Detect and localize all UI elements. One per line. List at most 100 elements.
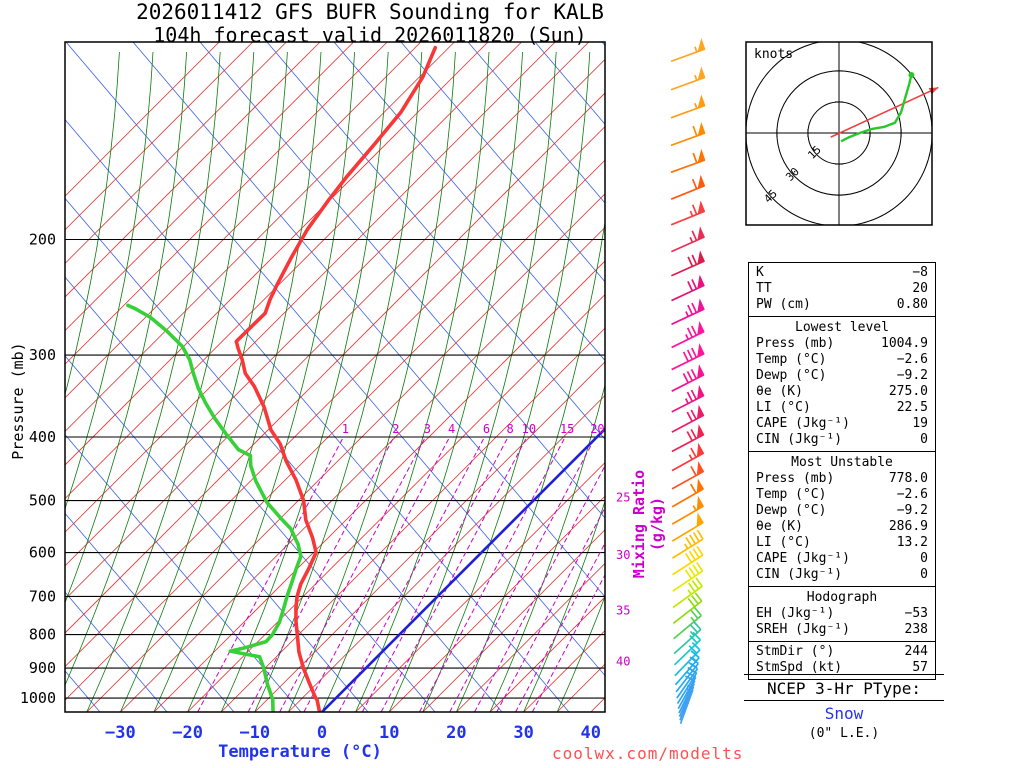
stat-row: Press (mb) 778.0	[756, 471, 928, 487]
stat-row: StmSpd (kt) 57	[756, 660, 928, 676]
pressure-tick-label: 800	[29, 626, 56, 644]
pressure-tick-label: 600	[29, 544, 56, 562]
wind-barb	[679, 689, 694, 725]
wind-barb	[672, 577, 703, 609]
stats-section: Most Unstable Press (mb) 778.0 Temp (°C) −2.…	[749, 451, 935, 586]
wind-barb	[670, 94, 706, 119]
moist-adiabat-line	[523, 499, 605, 712]
stat-value: −8	[912, 265, 928, 280]
pressure-tick-label: 400	[29, 428, 56, 446]
mixing-ratio-line	[531, 573, 605, 712]
plot-grid	[65, 42, 605, 712]
wind-barb	[671, 442, 705, 472]
stat-label: Temp (°C)	[756, 487, 827, 502]
dry-adiabat-line	[65, 42, 605, 677]
stats-section: K −8 TT 20 PW (cm) 0.80	[749, 263, 935, 316]
stat-value: 778.0	[888, 471, 928, 486]
stats-section: Hodograph EH (Jkg⁻¹) −53 SREH (Jkg⁻¹) 238	[749, 586, 935, 641]
moist-adiabat-line	[288, 51, 456, 712]
watermark: coolwx.com/modelts	[552, 744, 744, 763]
mixing-ratio-line	[338, 436, 485, 712]
stat-label: CIN (Jkg⁻¹)	[756, 567, 843, 582]
mixing-ratio-label: 15	[560, 422, 574, 436]
stats-section: StmDir (°) 244 StmSpd (kt) 57	[749, 641, 935, 679]
stat-value: −2.6	[896, 352, 928, 367]
storm-motion-vector	[830, 86, 939, 138]
wind-barb	[671, 343, 705, 371]
stat-value: 286.9	[888, 519, 928, 534]
mixing-ratio-label: 3	[424, 422, 431, 436]
stat-value: 13.2	[896, 535, 928, 550]
isotherm-line	[288, 394, 605, 712]
pressure-tick-label: 300	[29, 346, 56, 364]
isotherm-line	[65, 42, 388, 365]
stat-row: Dewp (°C) −9.2	[756, 503, 928, 519]
mixing-ratio-line	[449, 436, 596, 712]
stat-row: EH (Jkg⁻¹) −53	[756, 606, 928, 622]
temperature-tick-label: 30	[513, 723, 533, 743]
stat-row: LI (°C) 22.5	[756, 400, 928, 416]
wind-barb	[670, 66, 706, 91]
pressure-tick-label: 900	[29, 659, 56, 677]
wind-barb	[671, 529, 704, 559]
stat-label: K	[756, 265, 764, 280]
stat-value: −2.6	[896, 487, 928, 502]
wind-barb	[673, 606, 702, 640]
wind-barb	[670, 122, 706, 147]
moist-adiabat-line	[254, 51, 423, 712]
isotherm-line	[65, 126, 605, 668]
stat-label: LI (°C)	[756, 400, 811, 415]
plot-border	[64, 41, 606, 713]
stat-row: PW (cm) 0.80	[756, 297, 928, 313]
chart-subtitle: 104h forecast valid 2026011820 (Sun)	[153, 23, 587, 47]
mixing-ratio-right-label: 30	[616, 548, 630, 562]
moist-adiabat-line	[422, 51, 591, 712]
isotherm-line	[65, 42, 455, 432]
stat-label: TT	[756, 281, 772, 296]
dry-adiabat-line	[333, 42, 605, 362]
hodograph-units-label: knots	[754, 47, 793, 62]
stat-label: StmDir (°)	[756, 644, 835, 659]
mixing-ratio-label: 4	[448, 422, 455, 436]
isotherm-line	[153, 260, 605, 712]
stat-label: CAPE (Jkg⁻¹)	[756, 551, 850, 566]
moist-adiabat-line	[489, 383, 605, 712]
temperature-tick-label: −20	[172, 723, 203, 743]
wind-barb	[670, 200, 706, 226]
mixing-ratio-line	[515, 542, 605, 712]
isotherm-line	[590, 697, 605, 712]
stats-section-header: Most Unstable	[791, 455, 893, 470]
mixing-ratio-label: 20	[590, 422, 604, 436]
isotherm-line	[120, 226, 605, 712]
chart-title: 2026011412 GFS BUFR Sounding for KALB	[136, 0, 604, 24]
pressure-tick-label: 1000	[20, 689, 56, 707]
temperature-tick-label: 0	[317, 723, 327, 743]
wind-barb	[671, 274, 705, 302]
isotherm-line	[456, 562, 605, 712]
temperature-axis-label: Temperature (°C)	[218, 742, 382, 762]
pressure-tick-label: 500	[29, 492, 56, 510]
stat-value: 0	[920, 551, 928, 566]
stat-value: 0	[920, 432, 928, 447]
isotherm-line	[65, 159, 605, 701]
isotherm-line	[65, 42, 354, 332]
wind-barb	[670, 148, 706, 174]
isotherm-line	[65, 42, 254, 231]
mixing-ratio-line	[474, 464, 605, 712]
stat-value: −53	[904, 606, 928, 621]
mixing-ratio-right-label: 40	[616, 655, 630, 669]
stat-row: CAPE (Jkg⁻¹) 0	[756, 551, 928, 567]
hodograph-border	[745, 41, 933, 226]
wind-barb	[671, 250, 705, 277]
wind-barb	[671, 364, 705, 392]
dry-adiabat-line	[266, 42, 605, 440]
moist-adiabat-line	[65, 51, 120, 396]
temperature-tick-label: −10	[239, 723, 270, 743]
ptype-extra: (0" L.E.)	[808, 726, 880, 741]
dry-adiabat-line	[65, 276, 436, 712]
stat-value: 1004.9	[881, 336, 928, 351]
stat-label: Temp (°C)	[756, 352, 827, 367]
stat-value: −9.2	[896, 368, 928, 383]
stat-label: CIN (Jkg⁻¹)	[756, 432, 843, 447]
isotherm-line	[65, 42, 489, 466]
